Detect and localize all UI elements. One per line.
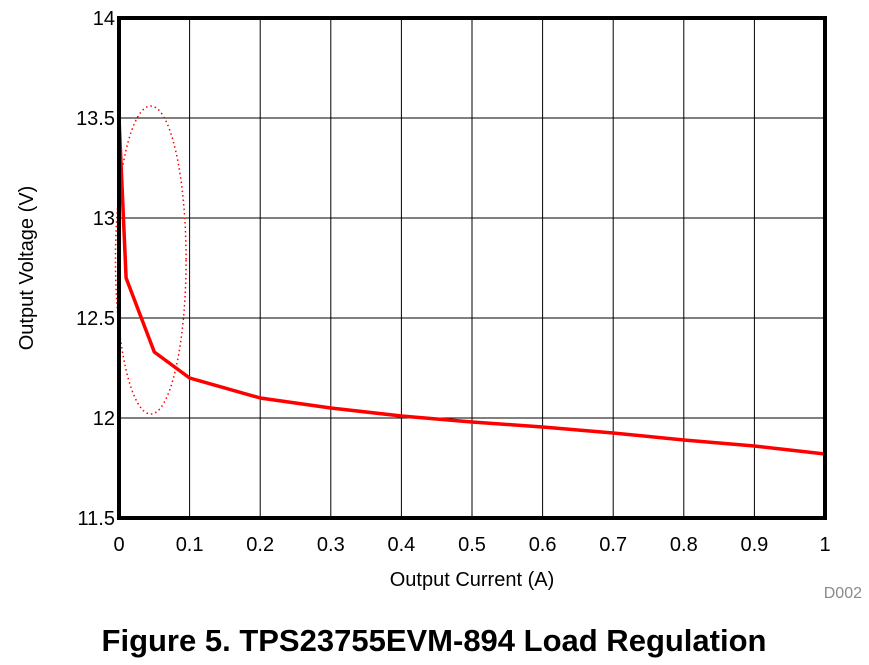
x-tick-label: 0 [113, 534, 124, 556]
x-tick-label: 1 [819, 534, 830, 556]
data-point [258, 396, 262, 400]
data-point [541, 425, 545, 429]
y-tick-label: 12 [93, 408, 115, 430]
x-tick-label: 0.6 [529, 534, 557, 556]
figure-caption: Figure 5. TPS23755EVM-894 Load Regulatio… [102, 623, 767, 658]
highlight-ellipse [114, 105, 187, 415]
y-tick-label: 13.5 [76, 108, 115, 130]
annotation-layer [114, 105, 187, 415]
y-tick-label: 11.5 [78, 508, 115, 530]
y-axis-label: Output Voltage (V) [16, 186, 38, 351]
document-id: D002 [824, 585, 862, 602]
x-tick-label: 0.3 [317, 534, 345, 556]
grid [119, 18, 825, 518]
data-point [152, 350, 156, 354]
data-point [682, 438, 686, 442]
plot-frame [117, 16, 827, 520]
data-point [470, 420, 474, 424]
data-point [611, 431, 615, 435]
x-tick-label: 0.9 [740, 534, 768, 556]
x-tick-label: 0.7 [599, 534, 627, 556]
x-axis-label: Output Current (A) [390, 569, 555, 591]
series-layer [117, 116, 827, 456]
y-tick-label: 13 [93, 208, 115, 230]
data-point [329, 406, 333, 410]
x-tick-label: 0.1 [176, 534, 204, 556]
x-tick-label: 0.8 [670, 534, 698, 556]
x-tick-label: 0.5 [458, 534, 486, 556]
data-point [752, 444, 756, 448]
x-tick-label: 0.2 [246, 534, 274, 556]
x-tick-labels: 0 0.1 0.2 0.3 0.4 0.5 0.6 0.7 0.8 0.9 1 [113, 534, 830, 556]
y-tick-labels: 14 13.5 13 12.5 12 11.5 [76, 8, 115, 530]
x-tick-label: 0.4 [387, 534, 415, 556]
data-point [124, 276, 128, 280]
y-tick-label: 12.5 [76, 308, 115, 330]
y-tick-label: 14 [93, 8, 115, 30]
data-point [188, 376, 192, 380]
data-point [399, 414, 403, 418]
